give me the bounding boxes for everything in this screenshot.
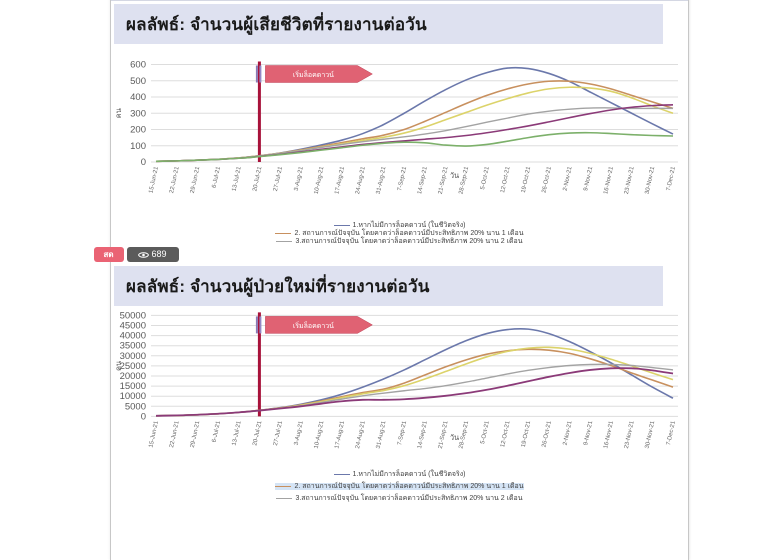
svg-text:7-Dec-21: 7-Dec-21 [666,166,677,192]
svg-text:10-Aug-21: 10-Aug-21 [314,420,326,449]
svg-text:29-Jun-21: 29-Jun-21 [190,420,202,448]
svg-text:400: 400 [130,92,146,103]
svg-text:31-Aug-21: 31-Aug-21 [376,420,388,449]
svg-text:16-Nov-21: 16-Nov-21 [603,420,615,449]
svg-text:19-Oct-21: 19-Oct-21 [521,420,533,448]
svg-text:13-Jul-21: 13-Jul-21 [232,420,243,446]
svg-text:16-Nov-21: 16-Nov-21 [603,166,615,195]
svg-text:คน: คน [114,361,123,371]
svg-text:3-Aug-21: 3-Aug-21 [294,166,305,192]
svg-text:9-Nov-21: 9-Nov-21 [583,420,594,446]
svg-text:14-Sep-21: 14-Sep-21 [417,420,429,449]
svg-text:17-Aug-21: 17-Aug-21 [334,166,346,195]
svg-text:19-Oct-21: 19-Oct-21 [521,166,533,194]
svg-text:0: 0 [141,411,146,422]
svg-text:500: 500 [130,76,146,87]
svg-text:13-Jul-21: 13-Jul-21 [232,166,243,192]
svg-text:17-Aug-21: 17-Aug-21 [334,420,346,449]
svg-text:20000: 20000 [120,371,146,382]
svg-text:12-Oct-21: 12-Oct-21 [500,420,512,448]
svg-text:22-Jun-21: 22-Jun-21 [169,420,181,448]
svg-text:5-Oct-21: 5-Oct-21 [480,420,491,445]
svg-text:15-Jun-21: 15-Jun-21 [148,420,160,448]
svg-text:6-Jul-21: 6-Jul-21 [212,420,223,443]
svg-text:22-Jun-21: 22-Jun-21 [169,166,181,194]
svg-text:100: 100 [130,141,146,152]
svg-text:27-Jul-21: 27-Jul-21 [273,166,284,192]
svg-text:24-Aug-21: 24-Aug-21 [355,166,367,195]
svg-text:50000: 50000 [120,310,146,321]
svg-text:35000: 35000 [120,341,146,352]
svg-text:15000: 15000 [120,381,146,392]
svg-text:40000: 40000 [120,331,146,342]
svg-text:25000: 25000 [120,361,146,372]
svg-text:28-Sep-21: 28-Sep-21 [458,420,470,449]
svg-text:23-Nov-21: 23-Nov-21 [624,166,636,195]
svg-text:วัน: วัน [450,171,459,180]
svg-text:10-Aug-21: 10-Aug-21 [314,166,326,195]
svg-text:30-Nov-21: 30-Nov-21 [645,166,657,195]
svg-text:5000: 5000 [125,401,146,412]
svg-text:9-Nov-21: 9-Nov-21 [583,166,594,192]
svg-text:เริ่มล็อคดาวน์: เริ่มล็อคดาวน์ [293,321,334,330]
svg-text:วัน: วัน [450,433,459,442]
svg-text:คน: คน [114,108,123,118]
svg-text:2-Nov-21: 2-Nov-21 [563,166,574,192]
svg-text:6-Jul-21: 6-Jul-21 [212,166,223,189]
svg-text:45000: 45000 [120,321,146,332]
svg-text:31-Aug-21: 31-Aug-21 [376,166,388,195]
svg-text:15-Jun-21: 15-Jun-21 [148,166,160,194]
svg-text:2-Nov-21: 2-Nov-21 [563,420,574,446]
svg-text:30000: 30000 [120,351,146,362]
svg-text:7-Sep-21: 7-Sep-21 [397,420,408,446]
svg-text:30-Nov-21: 30-Nov-21 [645,420,657,449]
svg-text:20-Jul-21: 20-Jul-21 [252,166,263,192]
svg-text:7-Sep-21: 7-Sep-21 [397,166,408,192]
svg-text:3-Aug-21: 3-Aug-21 [294,420,305,446]
svg-text:10000: 10000 [120,391,146,402]
svg-text:28-Sep-21: 28-Sep-21 [458,166,470,195]
svg-text:27-Jul-21: 27-Jul-21 [273,420,284,446]
svg-text:0: 0 [141,157,146,168]
svg-text:26-Oct-21: 26-Oct-21 [541,420,553,448]
svg-text:24-Aug-21: 24-Aug-21 [355,420,367,449]
svg-text:20-Jul-21: 20-Jul-21 [252,420,263,446]
svg-text:21-Sep-21: 21-Sep-21 [438,420,450,449]
svg-text:12-Oct-21: 12-Oct-21 [500,166,512,194]
svg-text:เริ่มล็อคดาวน์: เริ่มล็อคดาวน์ [293,70,334,79]
svg-text:14-Sep-21: 14-Sep-21 [417,166,429,195]
svg-text:200: 200 [130,125,146,136]
svg-text:29-Jun-21: 29-Jun-21 [190,166,202,194]
svg-text:600: 600 [130,60,146,71]
svg-text:21-Sep-21: 21-Sep-21 [438,166,450,195]
svg-text:5-Oct-21: 5-Oct-21 [480,166,491,191]
svg-text:26-Oct-21: 26-Oct-21 [541,166,553,194]
svg-text:23-Nov-21: 23-Nov-21 [624,420,636,449]
svg-text:7-Dec-21: 7-Dec-21 [666,420,677,446]
svg-text:300: 300 [130,108,146,119]
